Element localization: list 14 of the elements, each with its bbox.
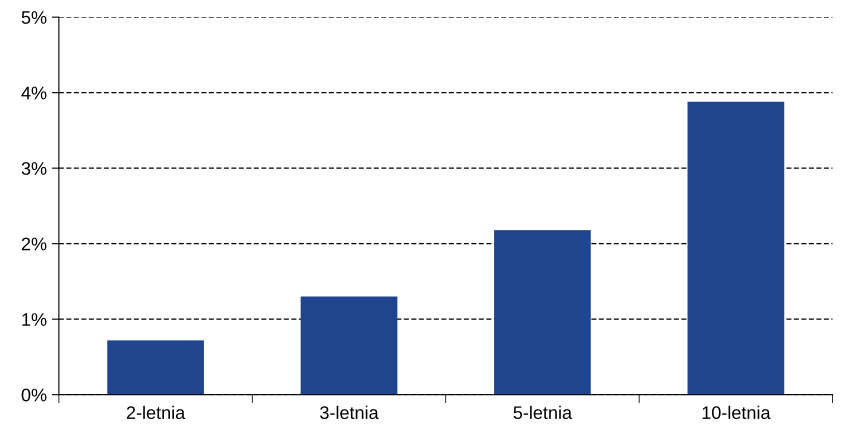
bar (300, 296, 398, 395)
bar (107, 340, 204, 395)
y-tick-label: 1% (22, 313, 46, 326)
y-tick-label: 3% (22, 162, 46, 175)
bar (688, 102, 784, 395)
x-tick-label: 5-letnia (514, 406, 572, 420)
x-tick-label: 3-letnia (320, 406, 379, 420)
y-tick-label: 4% (21, 86, 46, 100)
y-tick-label: 2% (22, 238, 46, 250)
bar (494, 230, 591, 395)
x-tick-label: 10-letnia (702, 406, 771, 420)
y-tick-label: 0% (22, 388, 46, 402)
x-tick-label: 2-letnia (126, 406, 186, 420)
y-tick-label: 5% (22, 11, 46, 24)
